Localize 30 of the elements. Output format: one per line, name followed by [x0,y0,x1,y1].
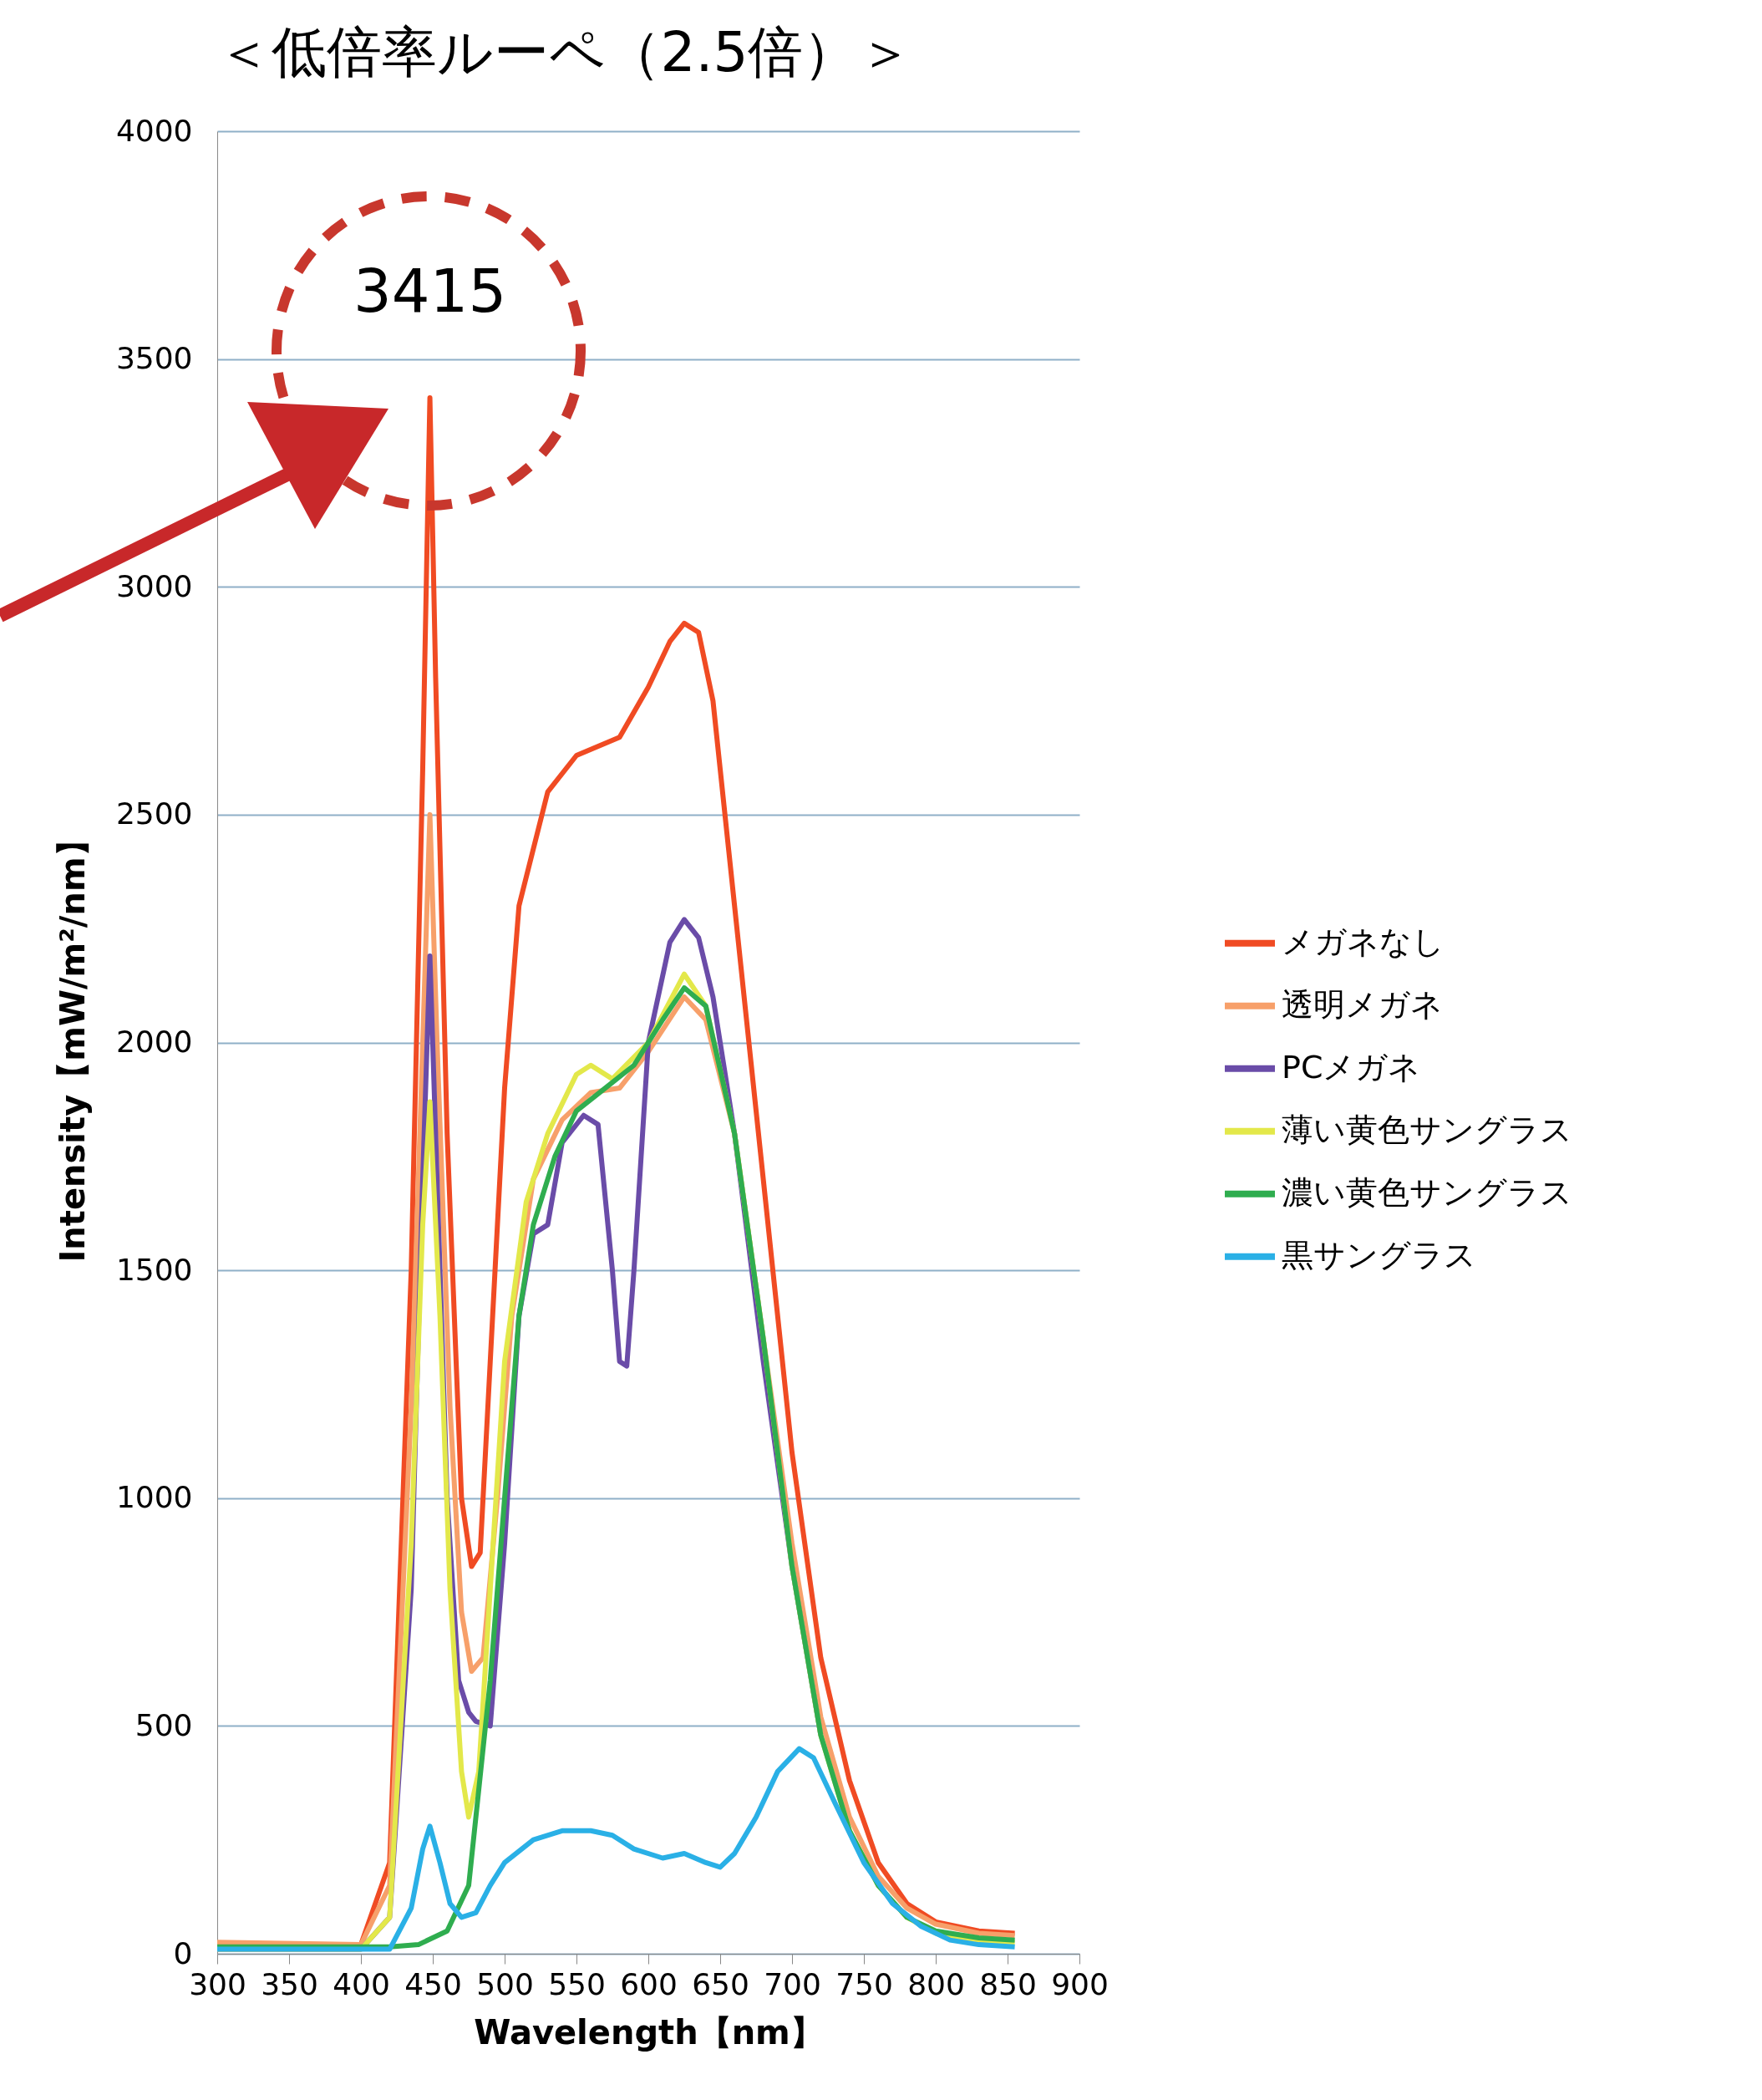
x-axis-title: Wavelength【nm】 [474,2012,824,2052]
y-tick-label: 3000 [115,568,193,603]
legend-label: メガネなし [1282,923,1445,960]
x-tick-label: 500 [476,1966,534,2001]
x-tick-label: 750 [835,1966,893,2001]
legend-label: 黒サングラス [1282,1236,1476,1274]
x-tick-label: 350 [261,1966,318,2001]
legend-label: 濃い黄色サングラス [1282,1173,1572,1211]
y-tick-label: 1000 [115,1480,193,1515]
chart-title: ＜低倍率ルーペ（2.5倍）＞ [216,20,914,84]
x-tick-label: 650 [692,1966,749,2001]
x-tick-label: 600 [620,1966,678,2001]
y-tick-label: 3500 [115,341,193,376]
y-tick-label: 2000 [115,1025,193,1059]
x-tick-label: 900 [1051,1966,1109,2001]
y-axis-title: Intensity【mW/m²/nm】 [53,823,92,1263]
x-tick-label: 800 [907,1966,965,2001]
y-tick-label: 4000 [115,113,193,148]
legend-label: PCメガネ [1282,1048,1421,1086]
x-tick-label: 850 [979,1966,1037,2001]
x-tick-label: 550 [548,1966,606,2001]
x-tick-label: 700 [764,1966,821,2001]
x-tick-label: 450 [404,1966,462,2001]
x-tick-label: 400 [333,1966,390,2001]
legend-label: 透明メガネ [1282,985,1443,1023]
y-tick-label: 500 [135,1707,193,1742]
y-tick-label: 2500 [115,796,193,831]
annotation: 3415 [353,255,507,326]
y-tick-label: 1500 [115,1252,193,1287]
legend-label: 薄い黄色サングラス [1282,1111,1572,1148]
